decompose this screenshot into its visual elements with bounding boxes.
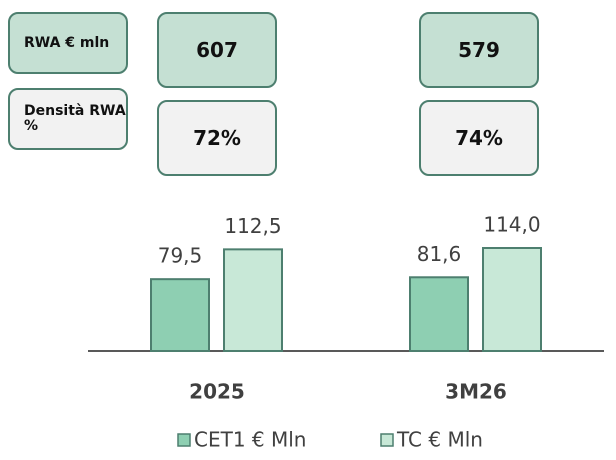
legend-swatch [177, 433, 191, 447]
value-box: 579 [419, 12, 539, 88]
value-box: 72% [157, 100, 277, 176]
row-label: Densità RWA % [8, 88, 128, 150]
value-box: 74% [419, 100, 539, 176]
x-tick-label: 3M26 [445, 380, 507, 404]
legend-label: CET1 € Mln [194, 428, 306, 452]
bar [409, 276, 469, 352]
legend-swatch [380, 433, 394, 447]
bar [482, 247, 542, 352]
legend-label: TC € Mln [396, 428, 483, 452]
data-label: 79,5 [158, 244, 203, 268]
row-label: RWA € mln [8, 12, 128, 74]
data-label: 81,6 [417, 242, 462, 266]
bar [150, 278, 210, 352]
bar [223, 248, 283, 353]
data-label: 112,5 [224, 214, 281, 238]
x-tick-label: 2025 [189, 380, 245, 404]
value-box: 607 [157, 12, 277, 88]
data-label: 114,0 [483, 213, 540, 237]
